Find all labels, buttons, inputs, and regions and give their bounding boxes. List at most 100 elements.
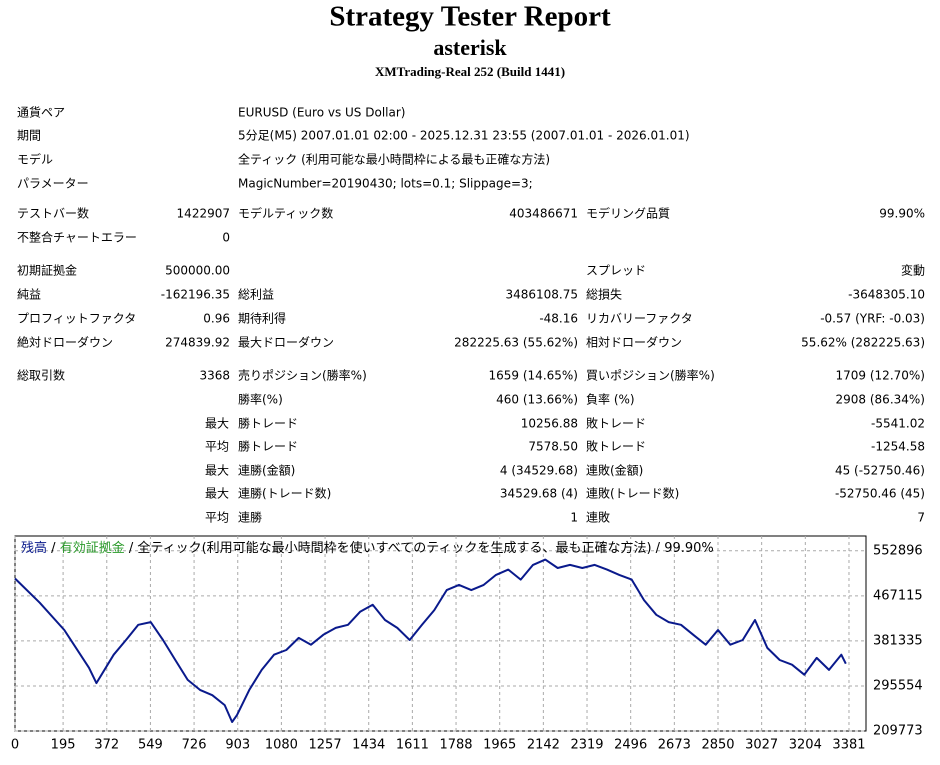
stat-value2: 7578.50 xyxy=(528,440,578,454)
stat-value3: -52750.46 (45) xyxy=(835,487,925,501)
legend-separator: / xyxy=(51,541,56,556)
stat-label3: 相対ドローダウン xyxy=(586,335,682,350)
legend-separator: / xyxy=(656,541,661,556)
stat-value3: -1254.58 xyxy=(871,440,925,454)
y-tick-label: 381335 xyxy=(873,633,923,648)
stat-label: 純益 xyxy=(17,288,41,302)
stat-label3: スプレッド xyxy=(586,264,646,278)
stat-value2: 34529.68 (4) xyxy=(500,487,578,501)
x-tick-label: 3204 xyxy=(789,738,822,753)
x-tick-label: 903 xyxy=(225,738,250,753)
x-tick-label: 549 xyxy=(138,738,163,753)
x-tick-label: 1434 xyxy=(352,738,385,753)
stat-value2: -48.16 xyxy=(539,312,578,326)
stat-value3: 1709 (12.70%) xyxy=(836,369,925,383)
x-tick-label: 2673 xyxy=(658,738,691,753)
stat-value: 0.96 xyxy=(203,312,230,326)
y-tick-label: 209773 xyxy=(873,724,923,739)
stat-label3: リカバリーファクタ xyxy=(586,312,693,326)
stat-label: プロフィットファクタ xyxy=(17,312,136,326)
stat-prefix: 最大 xyxy=(205,487,229,501)
y-tick-label: 467115 xyxy=(873,588,923,603)
stat-label3: 敗トレード xyxy=(586,439,646,454)
y-tick-label: 552896 xyxy=(873,543,923,558)
stat-value2: 3486108.75 xyxy=(505,288,578,302)
stat-label3: 敗トレード xyxy=(586,416,646,431)
report-title: Strategy Tester Report xyxy=(329,1,611,33)
stat-label3: 連敗(金額) xyxy=(586,463,643,478)
stat-label: 絶対ドローダウン xyxy=(17,335,113,350)
stat-value3: 7 xyxy=(917,511,925,525)
server-name: XMTrading-Real 252 (Build 1441) xyxy=(375,64,565,79)
legend-description: 全ティック(利用可能な最小時間枠を使いすべてのティックを生成する、最も正確な方法… xyxy=(137,540,651,556)
stat-label2: 勝率(%) xyxy=(238,392,283,407)
grid xyxy=(14,536,866,732)
stat-label2: 総利益 xyxy=(238,288,274,302)
info-value: 全ティック (利用可能な最小時間枠による最も正確な方法) xyxy=(238,152,550,167)
balance-line xyxy=(14,558,847,723)
stat-value2: 4 (34529.68) xyxy=(500,464,578,478)
stat-prefix: 平均 xyxy=(205,440,229,454)
stat-label2: 連勝(金額) xyxy=(238,463,295,478)
legend-balance: 残高 xyxy=(21,540,47,556)
x-tick-label: 1611 xyxy=(396,738,429,753)
stat-label2: 売りポジション(勝率%) xyxy=(238,368,367,383)
legend-separator: / xyxy=(129,541,134,556)
x-tick-label: 3027 xyxy=(745,738,778,753)
stat-label3: 負率 (%) xyxy=(586,392,635,407)
chart-frame xyxy=(14,535,867,732)
info-value: EURUSD (Euro vs US Dollar) xyxy=(238,106,405,120)
stat-prefix: 最大 xyxy=(205,464,229,478)
stat-label3: モデリング品質 xyxy=(586,206,670,221)
info-value: MagicNumber=20190430; lots=0.1; Slippage… xyxy=(238,177,533,191)
stat-label: テストバー数 xyxy=(17,206,89,221)
stat-value: 1422907 xyxy=(177,207,230,221)
legend-equity: 有効証拠金 xyxy=(60,540,125,556)
stat-label3: 総損失 xyxy=(586,287,622,302)
stat-label3: 買いポジション(勝率%) xyxy=(586,368,715,383)
stat-label: 不整合チャートエラー xyxy=(17,230,137,245)
stat-label3: 連敗 xyxy=(586,510,610,525)
chart-legend: 残高 / 有効証拠金 / 全ティック(利用可能な最小時間枠を使いすべてのティック… xyxy=(21,540,718,556)
stat-label2: 勝トレード xyxy=(238,416,298,431)
stat-label: 総取引数 xyxy=(17,368,65,383)
info-label: パラメーター xyxy=(17,177,89,191)
stat-label2: 連勝 xyxy=(238,510,262,525)
x-tick-label: 2496 xyxy=(614,738,647,753)
stat-value: 3368 xyxy=(199,369,230,383)
stat-value2: 403486671 xyxy=(509,207,578,221)
info-label: 期間 xyxy=(17,129,41,143)
stat-value3: -0.57 (YRF: -0.03) xyxy=(820,312,925,326)
info-label: 通貨ペア xyxy=(17,105,65,120)
stat-value2: 282225.63 (55.62%) xyxy=(454,336,578,350)
stat-label2: 期待利得 xyxy=(238,311,286,326)
x-tick-label: 2319 xyxy=(570,738,603,753)
stat-value3: 変動 xyxy=(901,263,925,278)
stat-label2: 最大ドローダウン xyxy=(238,335,334,350)
stat-label2: 勝トレード xyxy=(238,439,298,454)
stat-value3: 55.62% (282225.63) xyxy=(801,336,925,350)
stat-value2: 10256.88 xyxy=(521,417,578,431)
stat-label3: 連敗(トレード数) xyxy=(586,486,679,501)
stat-value: 0 xyxy=(222,231,230,245)
x-tick-label: 726 xyxy=(182,738,207,753)
info-value: 5分足(M5) 2007.01.01 02:00 - 2025.12.31 23… xyxy=(238,129,690,143)
x-tick-label: 1965 xyxy=(483,738,516,753)
x-tick-label: 1257 xyxy=(309,738,342,753)
stat-label2: モデルティック数 xyxy=(238,206,333,221)
stat-value3: 45 (-52750.46) xyxy=(835,464,925,478)
report-subtitle: asterisk xyxy=(433,35,507,60)
stat-value3: -3648305.10 xyxy=(848,288,925,302)
y-tick-label: 295554 xyxy=(873,678,923,693)
stat-value3: -5541.02 xyxy=(871,417,925,431)
stat-prefix: 平均 xyxy=(205,511,229,525)
stat-value: 274839.92 xyxy=(165,336,230,350)
info-label: モデル xyxy=(17,152,53,167)
stat-value2: 460 (13.66%) xyxy=(496,393,578,407)
stat-prefix: 最大 xyxy=(205,417,229,431)
stat-value3: 99.90% xyxy=(879,207,925,221)
stat-value2: 1659 (14.65%) xyxy=(489,369,578,383)
legend-quality: 99.90% xyxy=(664,541,714,556)
